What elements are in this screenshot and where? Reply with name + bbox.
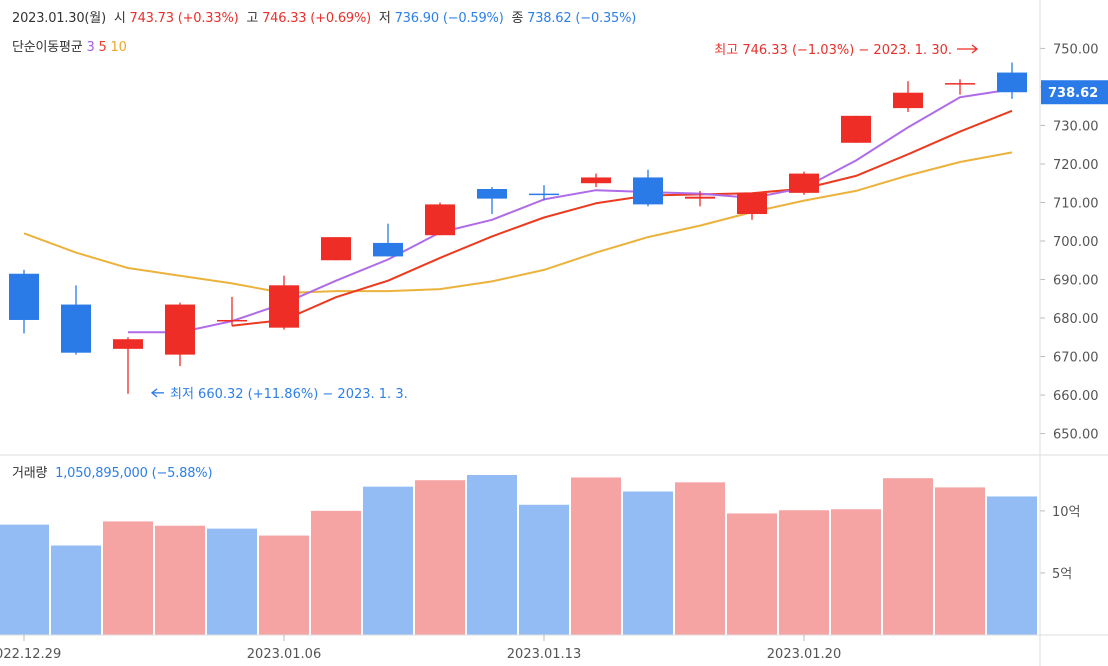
volume-bar[interactable] [727, 513, 777, 635]
candle-body[interactable] [529, 193, 559, 196]
volume-bar[interactable] [363, 486, 413, 635]
volume-legend: 거래량 1,050,895,000 (−5.88%) [12, 462, 213, 481]
open-value: 743.73 (+0.33%) [129, 11, 239, 26]
candle-body[interactable] [893, 92, 923, 109]
volume-tick-label: 5억 [1052, 567, 1072, 582]
ma3-legend[interactable]: 3 [86, 40, 95, 55]
price-tick-label: 660.00 [1053, 389, 1099, 404]
candle-body[interactable] [113, 339, 143, 349]
price-tick-label: 690.00 [1053, 274, 1099, 289]
ma-legend: 단순이동평균 3 5 10 [12, 36, 127, 55]
low-arrowhead-icon [150, 388, 158, 398]
low-annotation: 최저 660.32 (+11.86%) − 2023. 1. 3. [170, 387, 408, 402]
high-value: 746.33 (+0.69%) [262, 11, 372, 26]
volume-pane[interactable]: 5억 10억 [0, 474, 1081, 635]
date-label: 2023.01.30(월) [12, 11, 106, 26]
current-price-tag [1041, 80, 1108, 105]
volume-bar[interactable] [571, 477, 621, 635]
low-label: 저 [378, 11, 391, 26]
volume-bar[interactable] [987, 496, 1037, 635]
x-tick-label: 2023.01.20 [767, 647, 841, 662]
high-label: 고 [246, 11, 259, 26]
candle-body[interactable] [373, 242, 403, 257]
price-tick-label: 650.00 [1053, 428, 1099, 443]
volume-legend-value: 1,050,895,000 (−5.88%) [55, 466, 213, 481]
volume-bar[interactable] [51, 545, 101, 635]
price-tick-label: 700.00 [1053, 235, 1099, 250]
volume-bar[interactable] [103, 521, 153, 635]
price-tick-label: 720.00 [1053, 158, 1099, 173]
volume-bar[interactable] [311, 510, 361, 635]
candle-body[interactable] [789, 173, 819, 193]
x-tick-label: 2023.01.13 [507, 647, 581, 662]
candle-body[interactable] [269, 285, 299, 328]
candle-body[interactable] [477, 189, 507, 199]
volume-bar[interactable] [623, 491, 673, 635]
volume-bar[interactable] [207, 528, 257, 635]
volume-tick-label: 10억 [1052, 505, 1081, 520]
volume-bar[interactable] [935, 487, 985, 635]
price-pane[interactable]: 650.00 660.00 670.00 680.00 690.00 700.00 710.… [9, 42, 1108, 443]
candle-body[interactable] [581, 177, 611, 184]
low-value: 736.90 (−0.59%) [394, 11, 504, 26]
volume-bar[interactable] [0, 524, 49, 635]
open-label: 시 [113, 11, 126, 26]
ma10-line [23, 151, 1013, 294]
volume-bar[interactable] [519, 504, 569, 635]
close-value: 738.62 (−0.35%) [527, 11, 637, 26]
volume-bar[interactable] [831, 509, 881, 635]
ma5-legend[interactable]: 5 [98, 40, 107, 55]
candle-body[interactable] [217, 319, 247, 322]
candle-body[interactable] [165, 304, 195, 355]
close-label: 종 [511, 11, 524, 26]
high-arrowhead-icon [971, 44, 979, 54]
volume-bar[interactable] [779, 510, 829, 635]
price-tick-label: 730.00 [1053, 119, 1099, 134]
x-tick-label: 2022.12.29 [0, 647, 61, 662]
volume-legend-label: 거래량 [12, 466, 48, 481]
candle-body[interactable] [321, 237, 351, 261]
price-tick-label: 750.00 [1053, 42, 1099, 57]
candle-body[interactable] [633, 177, 663, 205]
candle-body[interactable] [61, 304, 91, 353]
price-tick-label: 680.00 [1053, 312, 1099, 327]
price-tick-label: 670.00 [1053, 351, 1099, 366]
volume-bar[interactable] [155, 525, 205, 635]
candle-body[interactable] [841, 115, 871, 143]
high-annotation: 최고 746.33 (−1.03%) − 2023. 1. 30. [714, 43, 952, 58]
ma10-legend[interactable]: 10 [110, 40, 127, 55]
volume-bar[interactable] [415, 480, 465, 635]
candle-body[interactable] [9, 273, 39, 320]
ma5-line [231, 109, 1013, 327]
volume-bar[interactable] [883, 478, 933, 635]
candle-body[interactable] [685, 196, 715, 199]
ohlc-info: 2023.01.30(월) 시 743.73 (+0.33%) 고 746.33… [12, 7, 636, 26]
candle-body[interactable] [945, 83, 975, 85]
x-tick-label: 2023.01.06 [247, 647, 321, 662]
price-tick-label: 710.00 [1053, 196, 1099, 211]
candle-body[interactable] [425, 204, 455, 236]
candle-body[interactable] [737, 192, 767, 215]
volume-bar[interactable] [259, 535, 309, 635]
candle-body[interactable] [997, 72, 1027, 93]
volume-bar[interactable] [675, 482, 725, 635]
current-price-label: 738.62 [1048, 86, 1098, 101]
ma-legend-label: 단순이동평균 [12, 40, 83, 55]
volume-bar[interactable] [467, 474, 517, 635]
